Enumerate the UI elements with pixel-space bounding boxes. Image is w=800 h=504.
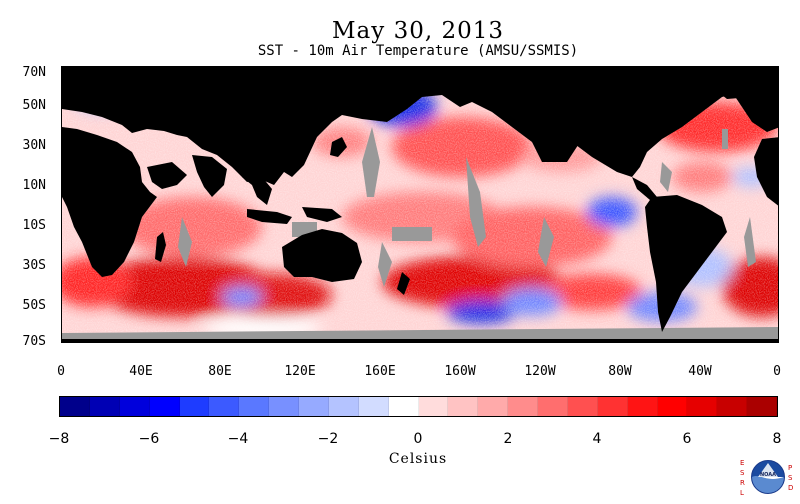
logo-left-letters: E S R L <box>740 459 745 497</box>
svg-text:P: P <box>788 464 792 472</box>
colorbar-segment <box>538 397 568 416</box>
colorbar-segment <box>119 397 150 416</box>
colorbar-tick-minus6: −6 <box>138 431 160 447</box>
colorbar-segment <box>627 397 658 416</box>
lat-label-10s: 10S <box>22 218 46 233</box>
map-title: May 30, 2013 <box>332 18 504 44</box>
svg-text:R: R <box>740 479 745 487</box>
colorbar <box>59 396 778 417</box>
noaa-emblem: NOAA <box>751 460 785 494</box>
lon-label-80w: 80W <box>608 364 632 379</box>
colorbar-tick-minus4: −4 <box>227 431 249 447</box>
colorbar-segment <box>717 397 748 416</box>
colorbar-segment <box>388 397 419 416</box>
colorbar-tick-4: 4 <box>592 431 602 447</box>
colorbar-segment <box>478 397 509 416</box>
lat-label-70s: 70S <box>22 334 46 349</box>
sst-anomaly-map <box>61 66 779 343</box>
lon-label-80e: 80E <box>208 364 232 379</box>
colorbar-unit-label: Celsius <box>388 451 448 467</box>
colorbar-segment <box>269 397 299 416</box>
colorbar-tick-minus2: −2 <box>317 431 339 447</box>
colorbar-segment <box>567 397 598 416</box>
svg-text:S: S <box>788 474 793 482</box>
lon-label-120w: 120W <box>524 364 556 379</box>
lat-label-50n: 50N <box>22 98 46 113</box>
colorbar-segment <box>597 397 628 416</box>
lon-label-160e: 160E <box>364 364 396 379</box>
noaa-emblem-text: NOAA <box>760 472 776 478</box>
colorbar-segment <box>358 397 389 416</box>
land <box>62 67 778 342</box>
lat-label-30n: 30N <box>22 138 46 153</box>
colorbar-tick-8: 8 <box>772 431 782 447</box>
colorbar-tick-0: 0 <box>413 431 423 447</box>
colorbar-tick-minus8: −8 <box>48 431 70 447</box>
colorbar-segment <box>149 397 180 416</box>
colorbar-segment <box>209 397 240 416</box>
lat-label-70n: 70N <box>22 65 46 80</box>
colorbar-segment <box>89 397 120 416</box>
lat-label-30s: 30S <box>22 258 46 273</box>
lon-label-40w: 40W <box>688 364 712 379</box>
colorbar-segment <box>299 397 329 416</box>
colorbar-segment <box>448 397 479 416</box>
colorbar-segment <box>328 397 359 416</box>
map-subtitle: SST - 10m Air Temperature (AMSU/SSMIS) <box>257 43 579 59</box>
colorbar-segment <box>179 397 210 416</box>
colorbar-segment <box>60 397 90 416</box>
map-canvas <box>62 67 778 342</box>
colorbar-segment <box>239 397 270 416</box>
lon-label-0: 0 <box>57 364 65 379</box>
colorbar-segment <box>418 397 449 416</box>
lon-label-0-east: 0 <box>773 364 781 379</box>
noaa-esrl-psd-logo: E S R L P S D NOAA <box>736 455 800 500</box>
lat-label-10n: 10N <box>22 178 46 193</box>
colorbar-tick-6: 6 <box>682 431 692 447</box>
svg-text:S: S <box>740 469 745 477</box>
colorbar-segment <box>508 397 538 416</box>
missing-data <box>62 92 778 342</box>
svg-text:D: D <box>788 484 793 492</box>
colorbar-tick-2: 2 <box>503 431 513 447</box>
lon-label-40e: 40E <box>129 364 153 379</box>
logo-right-letters: P S D <box>788 464 793 492</box>
lon-label-160w: 160W <box>444 364 476 379</box>
colorbar-segment <box>687 397 718 416</box>
lat-label-50s: 50S <box>22 298 46 313</box>
colorbar-segment <box>747 397 777 416</box>
svg-text:E: E <box>740 459 744 467</box>
colorbar-segment <box>657 397 688 416</box>
svg-text:L: L <box>740 489 744 497</box>
lon-label-120e: 120E <box>284 364 316 379</box>
